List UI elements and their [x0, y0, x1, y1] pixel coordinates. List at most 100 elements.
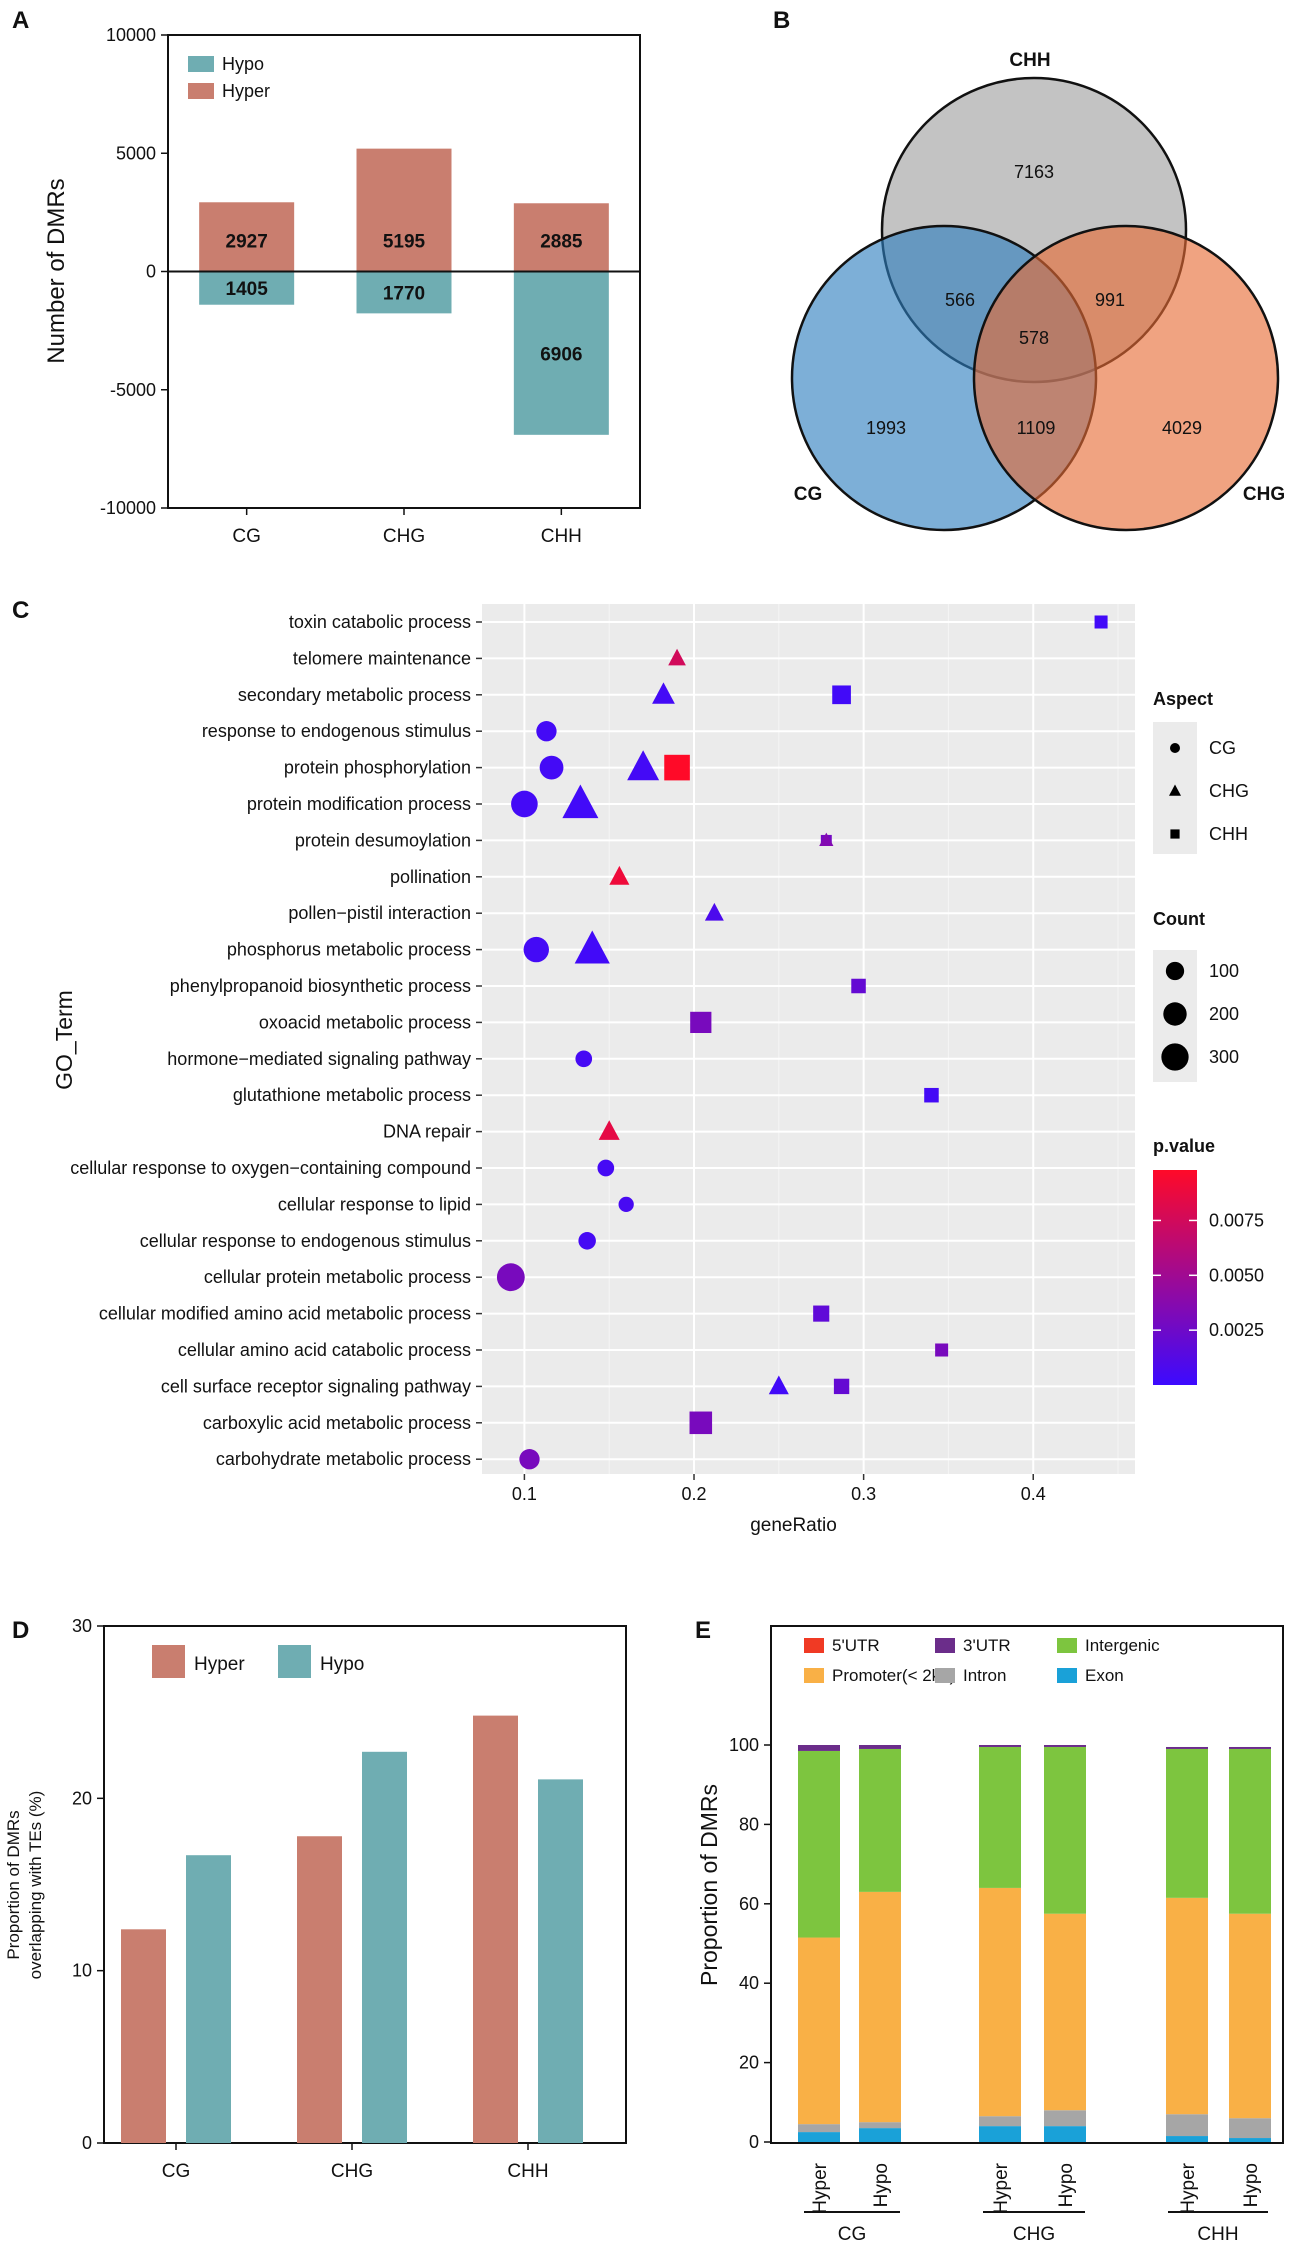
go-point-chh [1094, 615, 1108, 629]
group-label: CG [838, 2224, 867, 2245]
go-point-cg [523, 936, 549, 963]
go-point-chh [851, 978, 866, 994]
set-label-chh: CHH [1009, 50, 1050, 71]
venn-region-cg-chh: 566 [945, 290, 975, 310]
go-term-label: response to endogenous stimulus [202, 721, 471, 741]
y-tick-label: 60 [739, 1894, 759, 1914]
legend-swatch-hypo [278, 1645, 311, 1678]
go-term-label: protein phosphorylation [284, 758, 471, 778]
go-term-label: cell surface receptor signaling pathway [161, 1376, 471, 1396]
go-point-chg [609, 865, 630, 885]
go-term-label: hormone−mediated signaling pathway [167, 1049, 471, 1069]
y-tick-label: 80 [739, 1814, 759, 1834]
x-tick-label: 0.4 [1021, 1484, 1046, 1504]
bar-hypo [186, 1855, 231, 2143]
legend-count-key [1161, 1043, 1189, 1071]
stack-segment-3-utr [1229, 1746, 1271, 1749]
stack-segment-intergenic [798, 1750, 840, 1938]
go-term-label: toxin catabolic process [289, 612, 471, 632]
go-term-label: protein modification process [247, 794, 471, 814]
bar-value-label: 1405 [226, 279, 269, 300]
go-point-chg [627, 750, 660, 781]
stack-segment-intergenic [979, 1746, 1021, 1888]
legend-label-hypo: Hypo [320, 1654, 364, 1675]
venn-region-chh-only: 7163 [1014, 162, 1054, 182]
legend-label: Promoter(< 2kb) [832, 1666, 955, 1685]
legend-label: 5'UTR [832, 1636, 880, 1655]
bar-hyper [473, 1715, 518, 2143]
y-tick-label: 0 [82, 2133, 92, 2153]
go-term-label: secondary metabolic process [238, 685, 471, 705]
go-point-chh [924, 1087, 939, 1103]
stack-segment-exon [859, 2128, 901, 2142]
panel-e: 0 20 40 60 80 100 Proportion of DMRs Hyper Hypo H… [696, 1625, 1284, 2245]
panel-label-c: C [12, 597, 29, 624]
y-tick-label: 0 [749, 2132, 759, 2152]
group-label: CHG [1013, 2224, 1055, 2245]
bar-value-label: 2885 [540, 232, 583, 253]
legend-swatch-hyper [152, 1645, 185, 1678]
go-term-label: DNA repair [383, 1122, 471, 1142]
colorbar-tick-label: 0.0025 [1209, 1320, 1264, 1340]
stack-segment-exon [798, 2132, 840, 2142]
venn-region-cg-only: 1993 [866, 418, 906, 438]
y-tick-label: 20 [739, 2053, 759, 2073]
plot-frame [770, 1625, 1284, 2144]
panel-label-e: E [695, 1617, 711, 1644]
x-tick-label: 0.1 [512, 1484, 537, 1504]
go-term-label: oxoacid metabolic process [259, 1012, 471, 1032]
y-tick-label: 10 [72, 1961, 92, 1981]
y-tick-label: 40 [739, 1973, 759, 1993]
venn-region-chh-chg: 991 [1095, 290, 1125, 310]
venn-region-cg-chg: 1109 [1017, 418, 1056, 438]
stack-segment-intergenic [859, 1748, 901, 1892]
legend-count-label: 100 [1209, 961, 1239, 981]
y-axis-title: GO_Term [51, 990, 77, 1090]
panel-a: 10000 5000 0 -5000 -10000 Number of DMRs CG 140… [43, 25, 641, 547]
y-tick-label: -5000 [110, 380, 156, 400]
stack-segment-intron [798, 2124, 840, 2133]
legend-swatch [1057, 1668, 1077, 1683]
colorbar-tick-label: 0.0050 [1209, 1265, 1264, 1285]
legend-label-hyper: Hyper [194, 1654, 245, 1675]
panel-d: 0 10 20 30 Proportion of DMRs overlapping wit… [4, 1616, 627, 2182]
go-point-chg [668, 648, 686, 666]
y-tick-label: 100 [729, 1735, 759, 1755]
stack-segment-promoter-2kb- [979, 1887, 1021, 2117]
go-term-label: cellular protein metabolic process [204, 1267, 471, 1287]
venn-region-all: 578 [1019, 328, 1049, 348]
group-label: CHH [1197, 2224, 1238, 2245]
legend-label: Intron [963, 1666, 1006, 1685]
legend-aspect-label: CHH [1209, 824, 1248, 844]
panel-label-d: D [12, 1617, 29, 1644]
set-label-cg: CG [794, 484, 823, 505]
panel-b: CHH CG CHG 7163 566 991 578 1993 1109 4029 [790, 50, 1285, 532]
go-point-chh [833, 1378, 850, 1395]
legend-label-hyper: Hyper [222, 81, 270, 101]
go-point-cg [597, 1159, 615, 1177]
go-point-chg [574, 930, 610, 964]
bar-hyper [356, 148, 452, 272]
stack-segment-promoter-2kb- [798, 1937, 840, 2125]
go-term-label: carboxylic acid metabolic process [203, 1413, 471, 1433]
y-axis-title: Number of DMRs [43, 178, 70, 363]
x-tick-label: 0.3 [851, 1484, 876, 1504]
go-point-cg [618, 1196, 634, 1213]
go-point-chg [704, 902, 724, 921]
stack-segment-promoter-2kb- [1166, 1897, 1208, 2115]
legend-count-key [1165, 961, 1185, 981]
legend-aspect-label: CHG [1209, 781, 1249, 801]
set-label-chg: CHG [1243, 484, 1285, 505]
y-axis-title-line1: Proportion of DMRs [4, 1810, 23, 1959]
legend-count-key [1163, 1002, 1187, 1026]
colorbar-tick-label: 0.0075 [1209, 1210, 1264, 1230]
go-point-cg [539, 755, 564, 780]
go-point-cg [575, 1050, 593, 1068]
venn-circle-chg [972, 224, 1280, 532]
bar-hypo [513, 271, 609, 435]
stack-segment-3-utr [798, 1745, 840, 1751]
x-tick-label: CG [232, 526, 261, 547]
go-point-chh [664, 754, 690, 781]
panel-c: toxin catabolic process telomere maintena… [51, 604, 1264, 1536]
